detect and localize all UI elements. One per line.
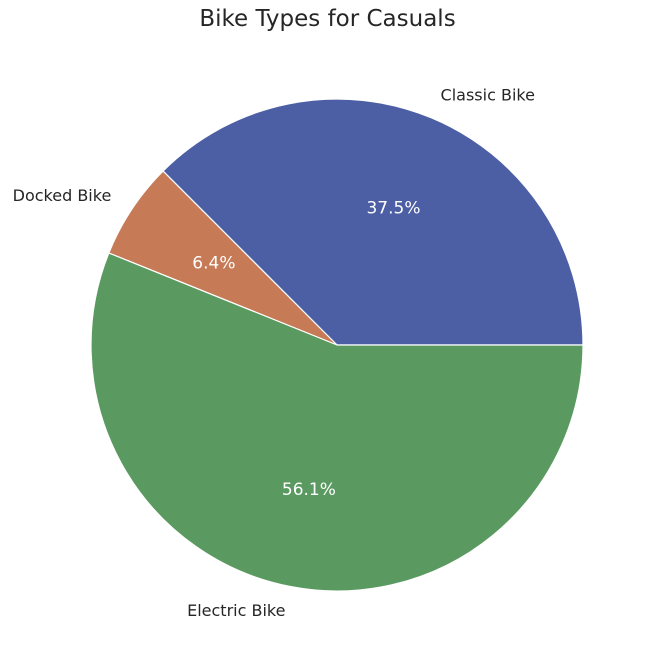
pie-slice-category-label: Classic Bike [441, 85, 535, 104]
pie-slice-percent-label: 56.1% [282, 480, 336, 500]
pie-slice-category-label: Electric Bike [187, 601, 285, 620]
pie-slice-percent-label: 6.4% [192, 254, 235, 274]
pie-slice-classic-bike [162, 98, 584, 346]
pie-slice-electric-bike [90, 252, 584, 592]
pie-slice-percent-label: 37.5% [366, 199, 420, 219]
pie-slice-category-label: Docked Bike [13, 186, 112, 205]
chart-title: Bike Types for Casuals [199, 6, 456, 32]
